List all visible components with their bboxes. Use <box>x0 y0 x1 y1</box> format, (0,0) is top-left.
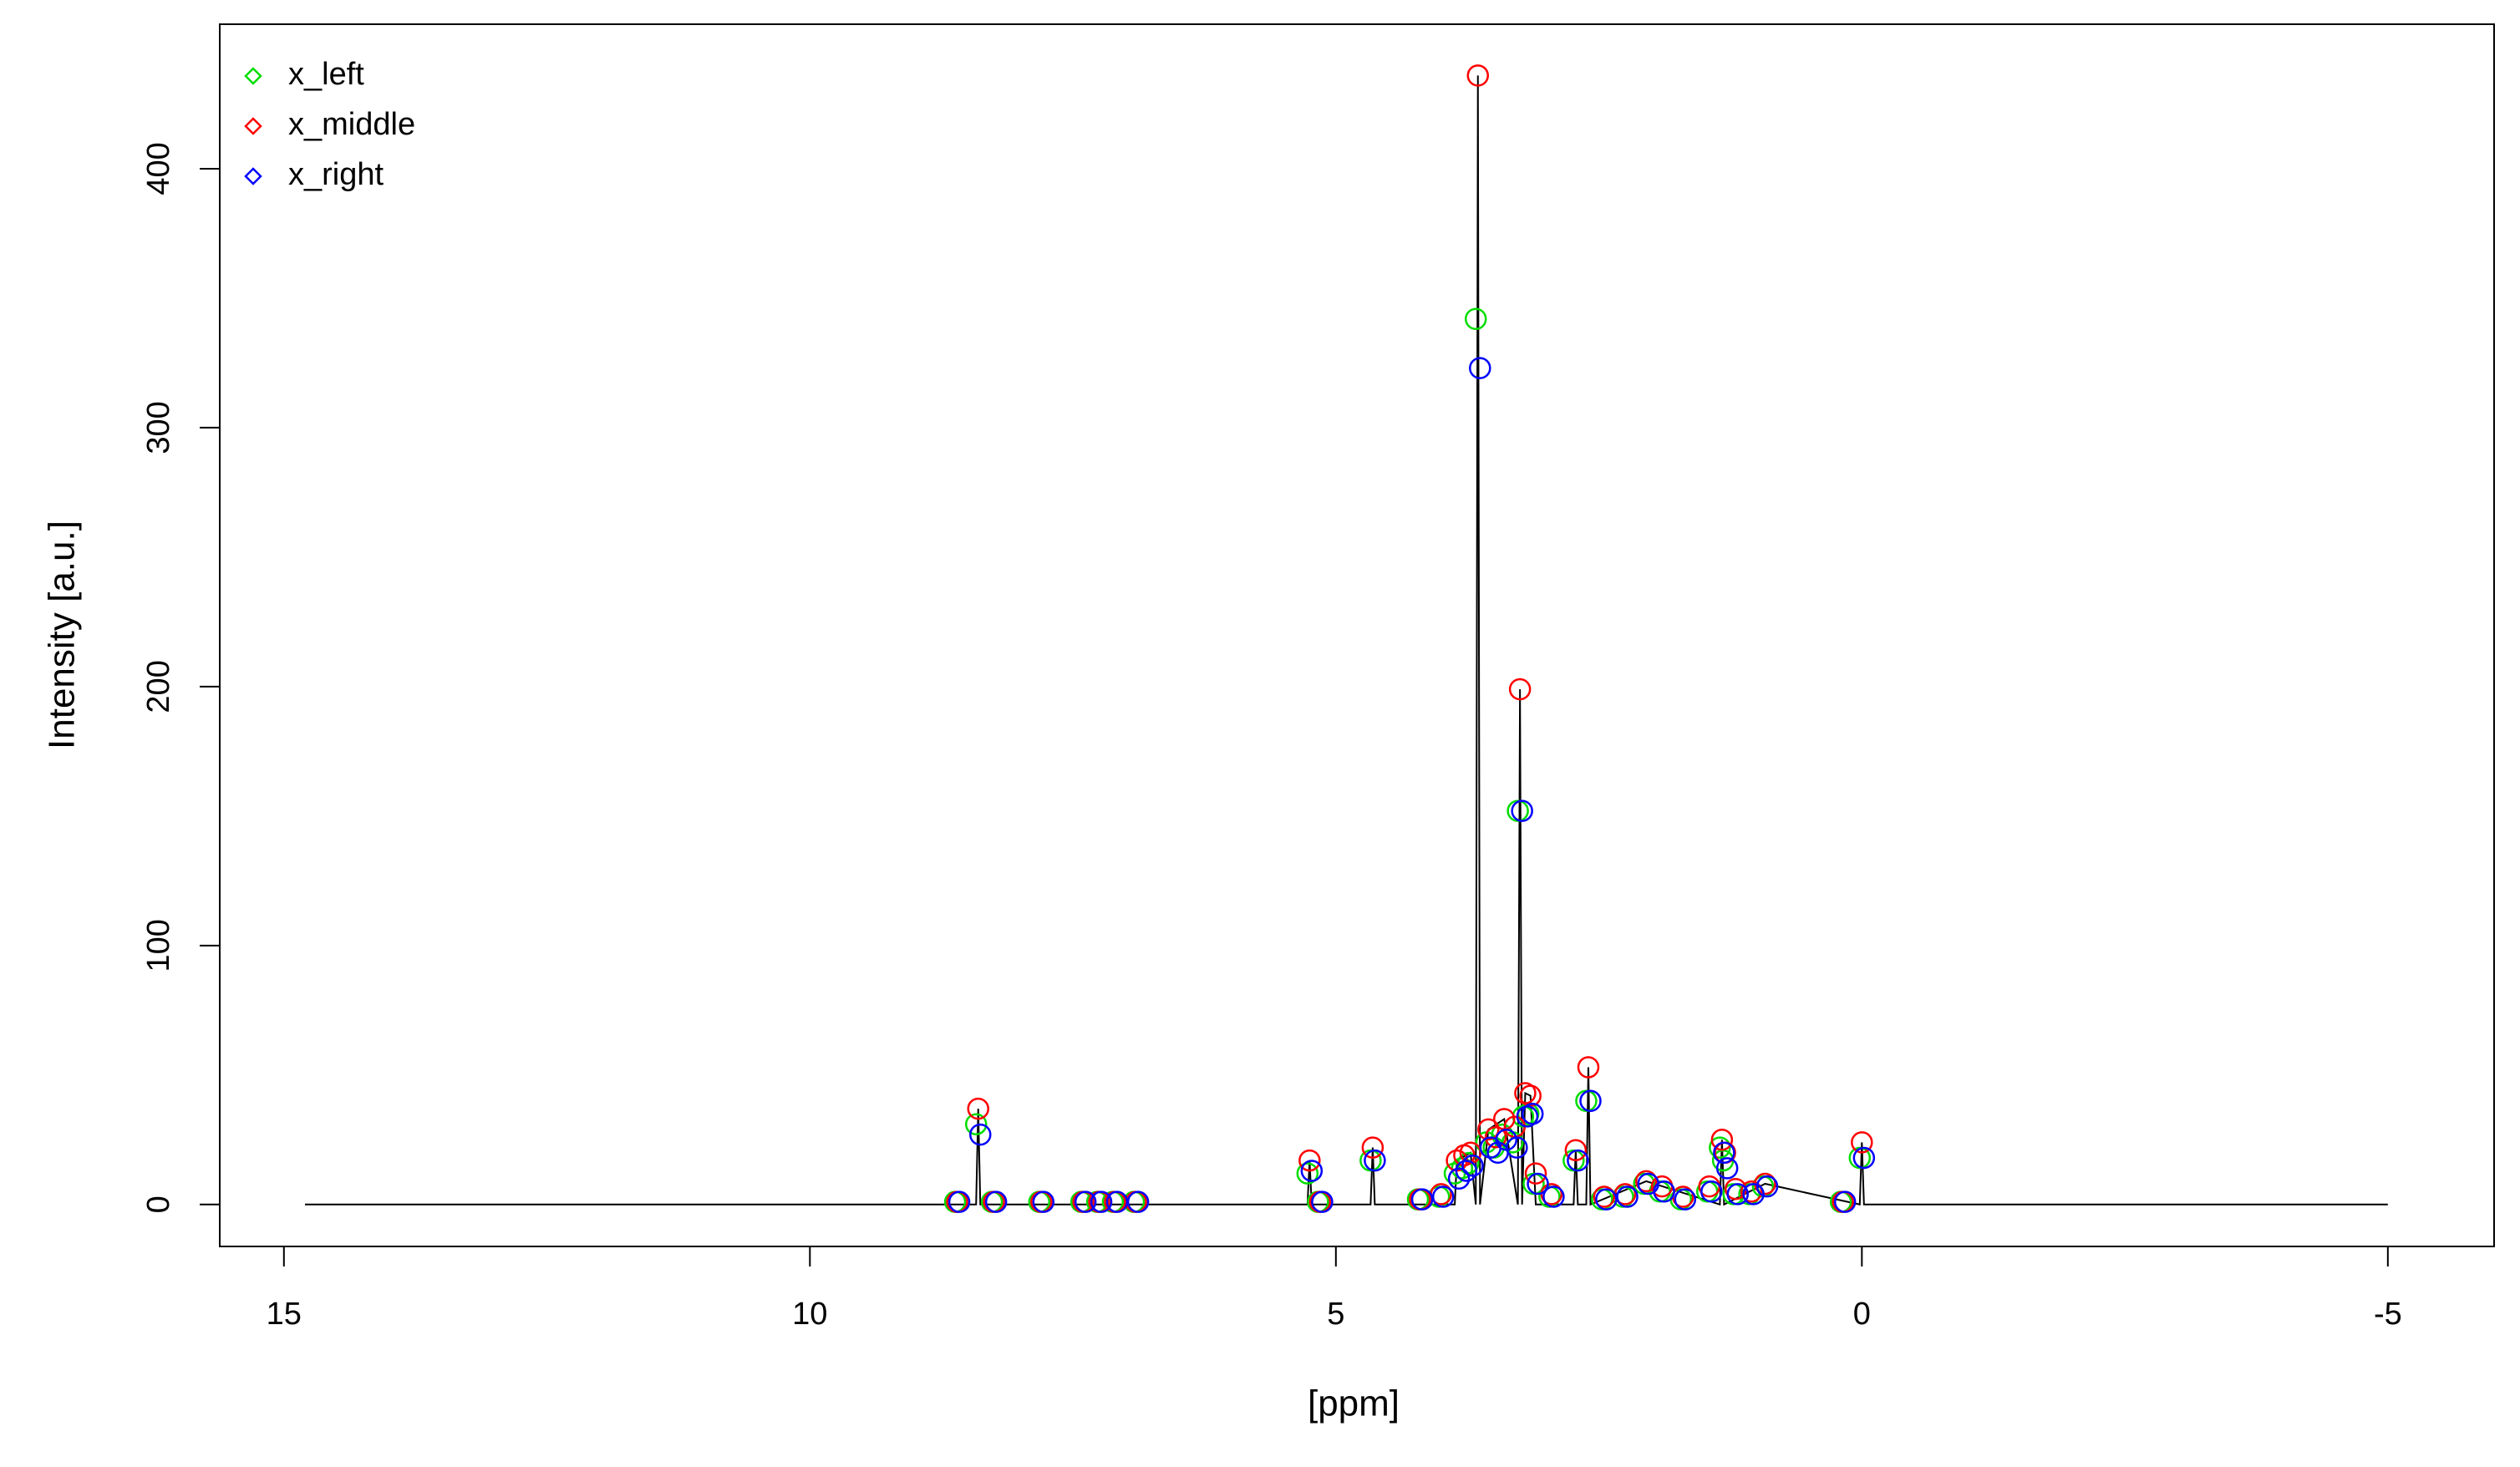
plot-box <box>219 23 2495 1247</box>
peak-marker <box>1527 1172 1549 1195</box>
peak-marker <box>1410 1188 1434 1211</box>
x-tick-label: -5 <box>2374 1297 2402 1332</box>
peak-marker <box>1090 1190 1113 1213</box>
peak-marker <box>1508 678 1532 701</box>
peak-marker <box>1851 1131 1873 1154</box>
peak-marker <box>948 1190 971 1213</box>
peak-marker <box>1469 357 1491 379</box>
y-tick-label: 100 <box>141 919 176 972</box>
legend-label: x_right <box>288 157 384 192</box>
peak-marker <box>984 1190 1008 1213</box>
x-tick-label: 0 <box>1853 1297 1871 1332</box>
peak-marker <box>967 1097 990 1120</box>
peak-marker <box>1833 1190 1857 1213</box>
legend-marker <box>244 117 262 135</box>
peak-marker <box>1511 799 1533 822</box>
peak-marker <box>1524 1162 1547 1185</box>
peak-marker <box>1311 1190 1334 1213</box>
peak-marker <box>1575 1089 1598 1113</box>
x-tick-label: 15 <box>267 1297 302 1332</box>
peak-marker <box>1506 1136 1528 1159</box>
peak-marker <box>1715 1157 1739 1180</box>
peak-marker <box>1484 1125 1507 1149</box>
peak-marker <box>964 1113 988 1135</box>
peak-marker <box>1742 1183 1765 1206</box>
peak-marker <box>1300 1160 1324 1182</box>
peak-marker <box>1296 1162 1319 1185</box>
peak-marker <box>1852 1146 1876 1170</box>
y-tick-label: 300 <box>141 401 176 454</box>
peak-marker <box>1466 64 1490 87</box>
peak-marker <box>1564 1139 1588 1161</box>
x-axis-label: [ppm] <box>1308 1383 1400 1424</box>
peak-marker <box>1755 1175 1779 1198</box>
peak-marker <box>1522 1103 1544 1125</box>
peak-marker <box>1595 1188 1618 1211</box>
peak-marker <box>1542 1185 1565 1208</box>
peak-marker <box>1455 1160 1478 1182</box>
peak-marker <box>1634 1170 1658 1193</box>
y-tick-label: 200 <box>141 660 176 713</box>
peak-marker <box>1461 1155 1484 1177</box>
y-tick-label: 400 <box>141 142 176 195</box>
spectrum-line <box>304 75 2388 1206</box>
peak-marker <box>1477 1118 1500 1141</box>
peak-marker <box>1593 1185 1616 1208</box>
legend-marker <box>244 167 262 185</box>
y-axis-label: Intensity [a.u.] <box>42 520 83 749</box>
peak-marker <box>1506 799 1529 822</box>
peak-marker <box>1032 1190 1055 1213</box>
peak-marker <box>1361 1136 1384 1159</box>
peak-marker <box>1126 1190 1150 1213</box>
peak-marker <box>1298 1149 1321 1172</box>
peak-marker <box>1074 1190 1097 1213</box>
peak-marker <box>1653 1180 1675 1203</box>
peak-marker <box>1567 1149 1589 1172</box>
peak-marker <box>1713 1141 1735 1165</box>
peak-marker <box>1465 307 1487 330</box>
peak-marker <box>1616 1185 1639 1208</box>
legend-marker <box>244 67 262 85</box>
legend-label: x_middle <box>288 107 415 142</box>
peak-marker <box>1674 1188 1697 1211</box>
peak-marker <box>1709 1136 1731 1159</box>
peak-marker <box>1431 1185 1455 1208</box>
peak-marker <box>1726 1183 1750 1206</box>
legend-label: x_left <box>288 57 364 92</box>
peak-marker <box>1519 1084 1542 1107</box>
peak-marker <box>1700 1180 1723 1203</box>
peak-marker <box>1740 1180 1763 1203</box>
peak-marker <box>1364 1149 1386 1172</box>
x-tick-label: 10 <box>792 1297 827 1332</box>
peak-marker <box>969 1123 992 1146</box>
peak-marker <box>1577 1056 1600 1079</box>
peak-marker <box>1447 1167 1471 1190</box>
peak-marker <box>1579 1089 1602 1113</box>
x-tick-label: 5 <box>1327 1297 1344 1332</box>
peak-marker <box>1710 1129 1734 1151</box>
y-tick-label: 0 <box>141 1195 176 1213</box>
